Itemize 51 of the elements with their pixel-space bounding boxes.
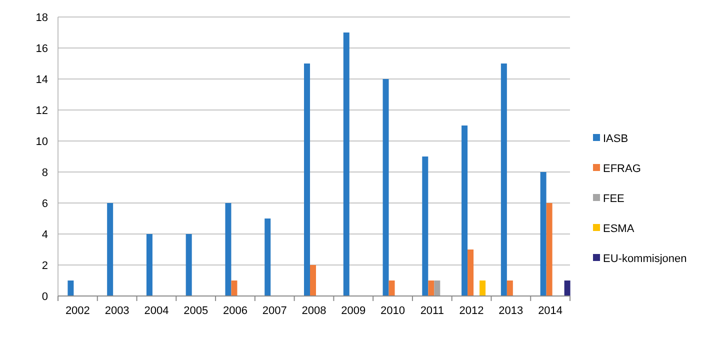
legend-label: FEE bbox=[603, 192, 624, 205]
y-tick-label: 2 bbox=[42, 260, 48, 272]
bar bbox=[343, 32, 350, 296]
legend-label: ESMA bbox=[603, 222, 635, 235]
legend-label: EFRAG bbox=[603, 162, 641, 175]
y-tick-label: 0 bbox=[42, 290, 48, 303]
x-tick-label: 2004 bbox=[144, 305, 169, 317]
legend-label: EU-kommisjonen bbox=[603, 252, 687, 265]
y-tick-label: 16 bbox=[36, 42, 48, 55]
bar bbox=[146, 234, 152, 296]
x-tick-label: 2007 bbox=[262, 305, 287, 317]
bar bbox=[107, 203, 114, 296]
bar bbox=[310, 265, 316, 296]
y-tick-label: 12 bbox=[36, 104, 48, 117]
bar bbox=[434, 280, 440, 296]
x-tick-label: 2008 bbox=[302, 305, 326, 317]
x-tick-label: 2003 bbox=[104, 305, 130, 317]
bar bbox=[264, 218, 271, 296]
bar bbox=[382, 79, 389, 296]
bar bbox=[546, 203, 552, 296]
bar bbox=[225, 203, 232, 296]
y-tick-label: 18 bbox=[36, 12, 48, 24]
bar bbox=[231, 280, 238, 296]
bar bbox=[540, 172, 546, 296]
bar bbox=[422, 156, 428, 296]
bar bbox=[462, 126, 468, 296]
bar bbox=[186, 234, 192, 296]
bar bbox=[388, 280, 395, 296]
x-tick-label: 2014 bbox=[538, 305, 563, 317]
y-tick-label: 10 bbox=[36, 136, 48, 148]
bar bbox=[304, 64, 310, 296]
bar bbox=[428, 280, 434, 296]
bar bbox=[564, 280, 570, 296]
bar bbox=[468, 250, 474, 296]
y-tick-label: 6 bbox=[42, 198, 48, 210]
bar bbox=[68, 280, 74, 296]
y-tick-label: 14 bbox=[36, 74, 48, 86]
x-tick-label: 2009 bbox=[341, 305, 366, 317]
bar bbox=[506, 280, 513, 296]
legend-label: IASB bbox=[603, 132, 628, 145]
bar bbox=[500, 64, 507, 296]
y-tick-label: 4 bbox=[42, 228, 48, 241]
x-tick-label: 2010 bbox=[380, 305, 406, 317]
y-tick-label: 8 bbox=[42, 166, 48, 179]
x-tick-label: 2005 bbox=[184, 305, 208, 317]
x-tick-label: 2013 bbox=[498, 305, 524, 317]
bar bbox=[480, 280, 486, 296]
x-tick-label: 2002 bbox=[65, 305, 90, 317]
x-tick-label: 2011 bbox=[420, 305, 444, 317]
x-tick-label: 2006 bbox=[222, 305, 248, 317]
x-tick-label: 2012 bbox=[459, 305, 484, 317]
